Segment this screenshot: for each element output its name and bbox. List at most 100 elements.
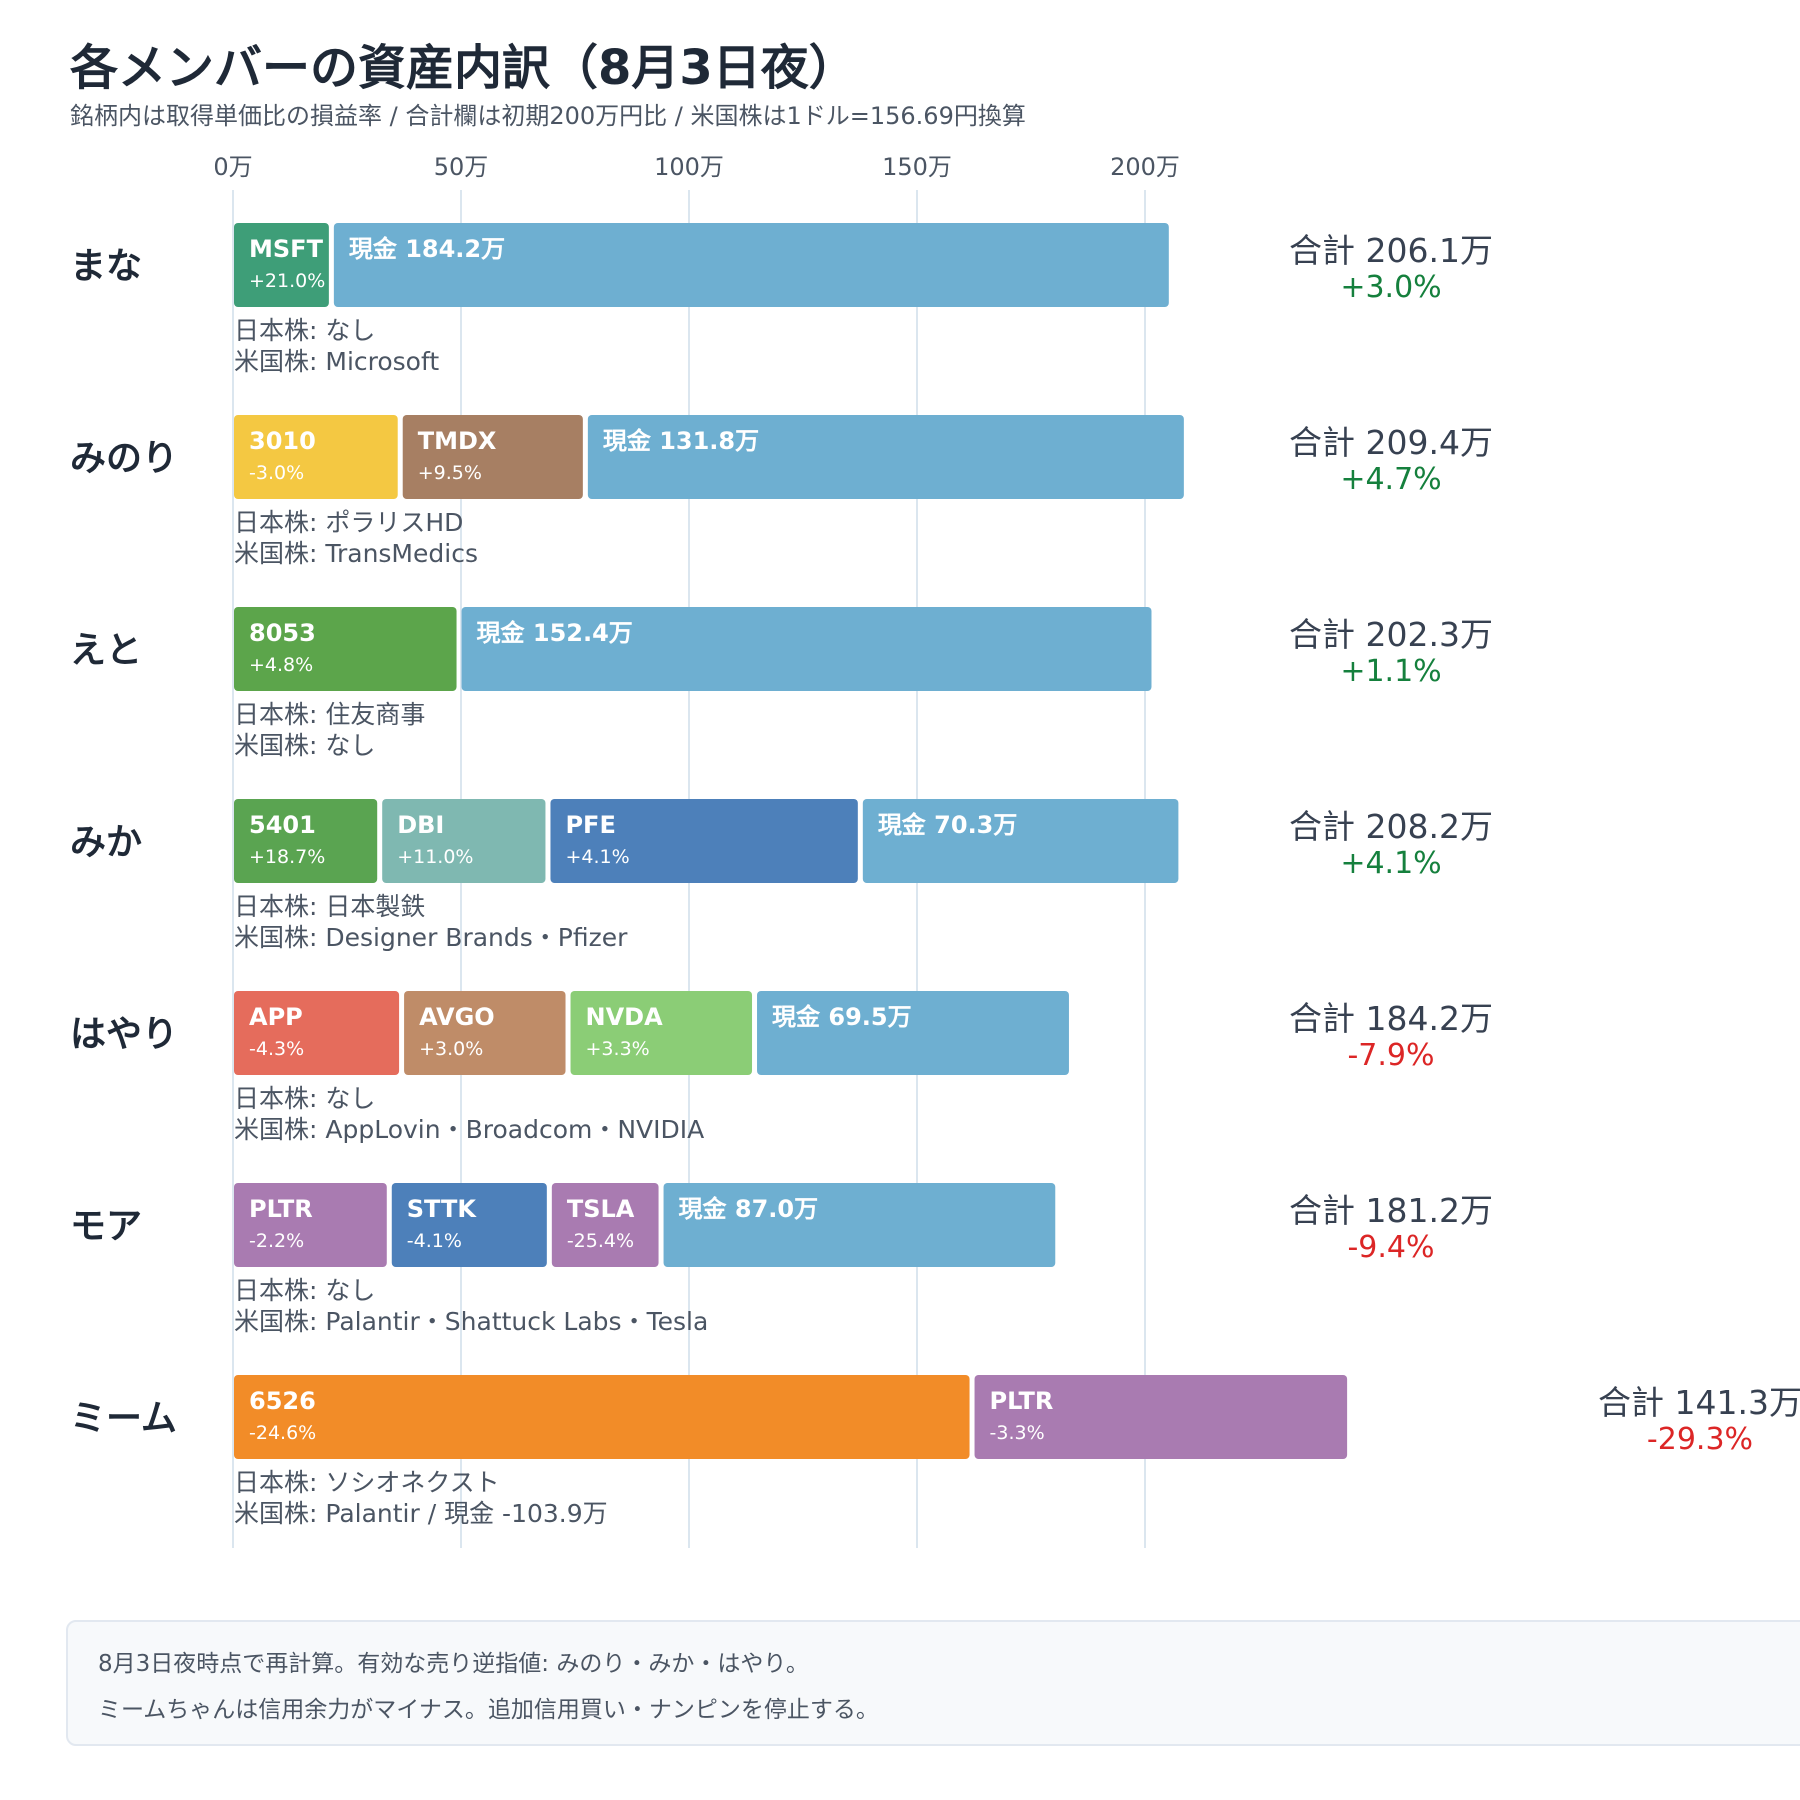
x-tick-label: 0万 [213, 153, 252, 181]
segment-return: +11.0% [397, 846, 473, 868]
page-title: 各メンバーの資産内訳（8月3日夜） [70, 40, 857, 96]
segment-label: PLTR [249, 1195, 313, 1223]
segment-label: PFE [565, 811, 615, 839]
member-change: -9.4% [1347, 1230, 1434, 1265]
segment-label: 現金 152.4万 [477, 619, 633, 647]
jp-holdings-label: 日本株: なし [234, 1084, 375, 1113]
member-name: えと [70, 630, 142, 671]
jp-holdings-label: 日本株: ポラリスHD [234, 508, 463, 537]
member-name: まな [70, 246, 142, 287]
member-total: 合計 141.3万 [1598, 1383, 1800, 1422]
member-name: モア [70, 1206, 142, 1247]
jp-holdings-label: 日本株: なし [234, 316, 375, 345]
segment-return: -3.0% [249, 462, 304, 484]
segment-label: TSLA [567, 1195, 635, 1223]
us-holdings-label: 米国株: Microsoft [234, 347, 439, 376]
member-name: みか [70, 822, 142, 863]
segment-return: +18.7% [249, 846, 325, 868]
bar-segment [402, 415, 583, 499]
member-total: 合計 206.1万 [1289, 231, 1493, 270]
jp-holdings-label: 日本株: ソシオネクスト [234, 1468, 500, 1497]
segment-label: STTK [407, 1195, 478, 1223]
member-change: +4.7% [1340, 462, 1441, 497]
segment-label: TMDX [418, 427, 497, 455]
us-holdings-label: 米国株: Palantir・Shattuck Labs・Tesla [234, 1307, 708, 1336]
bar-segment [757, 991, 1069, 1075]
bar-segment [974, 1375, 1348, 1459]
segment-label: MSFT [249, 235, 324, 263]
jp-holdings-label: 日本株: 住友商事 [234, 700, 425, 729]
bar-segment [862, 799, 1179, 883]
segment-label: 5401 [249, 811, 316, 839]
bar-segment [333, 223, 1169, 307]
segment-return: +4.1% [565, 846, 629, 868]
bar-segment [234, 415, 398, 499]
segment-return: -25.4% [567, 1230, 634, 1252]
x-tick-label: 200万 [1110, 153, 1180, 181]
segment-label: 現金 69.5万 [772, 1003, 912, 1031]
x-tick-label: 50万 [434, 153, 489, 181]
bar-segment [234, 1183, 387, 1267]
jp-holdings-label: 日本株: 日本製鉄 [234, 892, 425, 921]
note-line: ミームちゃんは信用余力がマイナス。追加信用買い・ナンピンを停止する。 [98, 1697, 879, 1723]
segment-label: NVDA [586, 1003, 664, 1031]
bar-segment [404, 991, 566, 1075]
segment-return: +4.8% [249, 654, 313, 676]
segment-label: 現金 87.0万 [679, 1195, 819, 1223]
segment-label: 6526 [249, 1387, 316, 1415]
member-name: みのり [70, 438, 178, 479]
member-name: ミーム [70, 1398, 177, 1439]
bar-segment [234, 1375, 970, 1459]
bar-segment [551, 1183, 659, 1267]
segment-label: DBI [397, 811, 444, 839]
bar-segment [461, 607, 1152, 691]
bar-segment [382, 799, 546, 883]
member-change: +1.1% [1340, 654, 1441, 689]
member-total: 合計 184.2万 [1289, 999, 1493, 1038]
bar-segment [234, 991, 400, 1075]
us-holdings-label: 米国株: なし [234, 731, 375, 760]
bar-segment [234, 607, 457, 691]
segment-label: 8053 [249, 619, 316, 647]
bar-segment [550, 799, 858, 883]
segment-return: -2.2% [249, 1230, 304, 1252]
member-total: 合計 202.3万 [1289, 615, 1493, 654]
member-name: はやり [70, 1014, 178, 1055]
segment-label: AVGO [419, 1003, 495, 1031]
member-change: -29.3% [1647, 1422, 1753, 1457]
member-total: 合計 208.2万 [1289, 807, 1493, 846]
bar-segment [570, 991, 753, 1075]
bar-segment [234, 799, 378, 883]
member-total: 合計 181.2万 [1289, 1191, 1493, 1230]
us-holdings-label: 米国株: TransMedics [234, 539, 478, 568]
page-subtitle: 銘柄内は取得単価比の損益率 / 合計欄は初期200万円比 / 米国株は1ドル=1… [70, 102, 1026, 130]
segment-return: +3.0% [419, 1038, 483, 1060]
member-change: +3.0% [1340, 270, 1441, 305]
us-holdings-label: 米国株: AppLovin・Broadcom・NVIDIA [234, 1115, 704, 1144]
segment-return: -24.6% [249, 1422, 316, 1444]
segment-return: +3.3% [586, 1038, 650, 1060]
segment-label: APP [249, 1003, 303, 1031]
x-tick-label: 100万 [654, 153, 724, 181]
jp-holdings-label: 日本株: なし [234, 1276, 375, 1305]
bar-segment [391, 1183, 547, 1267]
bar-segment [587, 415, 1184, 499]
member-total: 合計 209.4万 [1289, 423, 1493, 462]
segment-label: 現金 70.3万 [878, 811, 1018, 839]
segment-label: 現金 184.2万 [349, 235, 505, 263]
segment-label: PLTR [990, 1387, 1054, 1415]
member-change: -7.9% [1347, 1038, 1434, 1073]
bar-segment [234, 223, 329, 307]
segment-return: -4.1% [407, 1230, 462, 1252]
segment-return: +9.5% [418, 462, 482, 484]
bar-segment [663, 1183, 1056, 1267]
us-holdings-label: 米国株: Designer Brands・Pfizer [234, 923, 628, 952]
segment-return: +21.0% [249, 270, 325, 292]
member-change: +4.1% [1340, 846, 1441, 881]
us-holdings-label: 米国株: Palantir / 現金 -103.9万 [234, 1499, 608, 1528]
note-line: 8月3日夜時点で再計算。有効な売り逆指値: みのり・みか・はやり。 [98, 1651, 809, 1677]
segment-label: 3010 [249, 427, 316, 455]
note-box: 8月3日夜時点で再計算。有効な売り逆指値: みのり・みか・はやり。 ミームちゃん… [66, 1620, 1800, 1746]
x-tick-label: 150万 [882, 153, 952, 181]
